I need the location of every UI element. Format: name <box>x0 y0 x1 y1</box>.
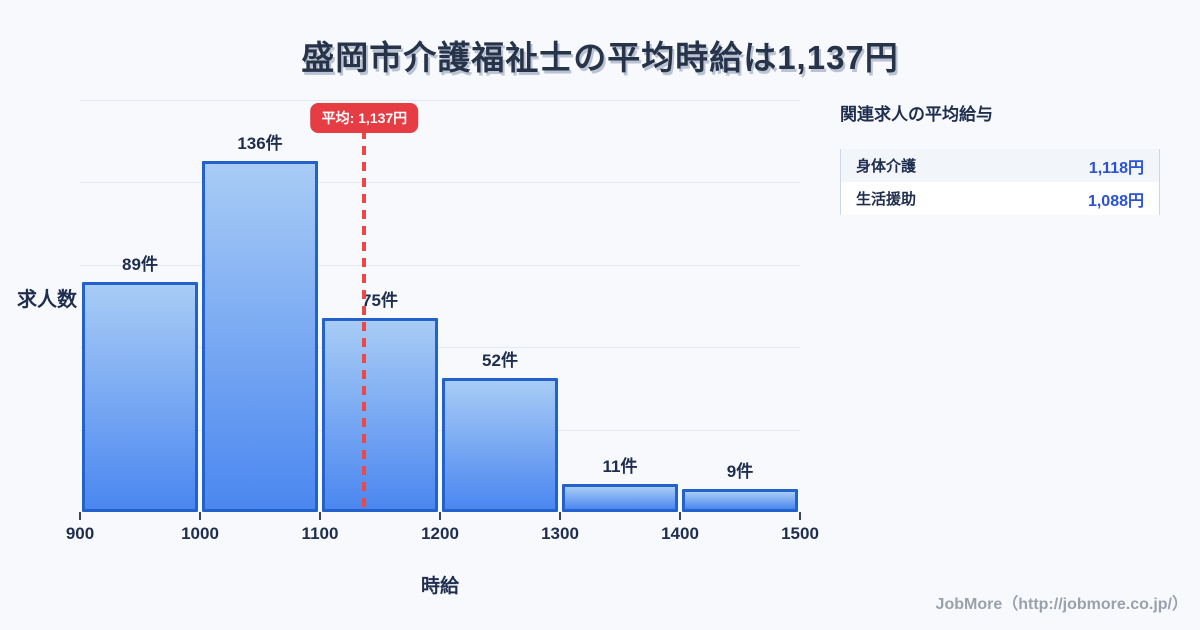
histogram-bar <box>442 378 558 512</box>
bar-value-label: 89件 <box>122 255 158 274</box>
panel-title: 関連求人の平均給与 <box>840 105 993 124</box>
x-axis-tick-label: 1300 <box>541 524 579 543</box>
bar-value-label: 11件 <box>602 457 638 476</box>
x-axis-tick <box>559 512 561 520</box>
bar-value-label: 9件 <box>726 462 754 481</box>
page-title: 盛岡市介護福祉士の平均時給は1,137円 <box>301 39 899 76</box>
x-axis-tick <box>679 512 681 520</box>
x-axis-tick-label: 1000 <box>181 524 219 543</box>
job-wage-value: 1,088円 <box>1087 192 1144 210</box>
footer-credit: JobMore（http://jobmore.co.jp/） <box>935 596 1188 613</box>
bar-value-label: 136件 <box>237 134 283 153</box>
gridline <box>80 100 800 101</box>
x-axis-tick <box>439 512 441 520</box>
gridline <box>80 182 800 184</box>
plot-area: 平均: 1,137円 89件 136件 75件 52件 11件 9件 900 1000 1100… <box>66 100 819 543</box>
related-jobs-panel: 関連求人の平均給与 身体介護 1,118円 生活援助 1,088円 <box>840 100 1160 215</box>
table-row: 生活援助 1,088円 <box>841 182 1159 215</box>
x-axis-title: 時給 <box>420 576 459 597</box>
gridline <box>80 264 800 266</box>
average-line <box>362 130 367 512</box>
table-row: 身体介護 1,118円 <box>841 149 1159 182</box>
histogram-bar <box>202 161 318 512</box>
gridline <box>80 347 800 349</box>
job-type-label: 生活援助 <box>856 191 917 208</box>
x-axis-tick-label: 1100 <box>301 524 339 543</box>
job-type-label: 身体介護 <box>856 158 917 175</box>
bar-value-label: 75件 <box>362 291 398 310</box>
related-jobs-table: 身体介護 1,118円 生活援助 1,088円 <box>840 149 1160 215</box>
histogram-bar <box>322 318 438 512</box>
x-axis-tick <box>799 512 801 520</box>
x-axis-tick-label: 1200 <box>421 524 459 543</box>
x-axis-tick-label: 900 <box>65 524 95 543</box>
bar-value-label: 52件 <box>482 351 518 370</box>
histogram-bar <box>682 489 798 512</box>
x-axis-tick <box>319 512 321 520</box>
x-axis-tick-label: 1400 <box>661 524 699 543</box>
gridline <box>80 429 800 431</box>
job-wage-value: 1,118円 <box>1088 159 1144 177</box>
x-axis-tick <box>199 512 201 520</box>
histogram-bar <box>562 484 678 512</box>
x-axis-tick-label: 1500 <box>781 524 819 543</box>
y-axis-title: 求人数 <box>17 289 77 311</box>
histogram-bar <box>82 282 198 512</box>
average-badge: 平均: 1,137円 <box>310 103 419 133</box>
x-axis-tick <box>79 512 81 520</box>
